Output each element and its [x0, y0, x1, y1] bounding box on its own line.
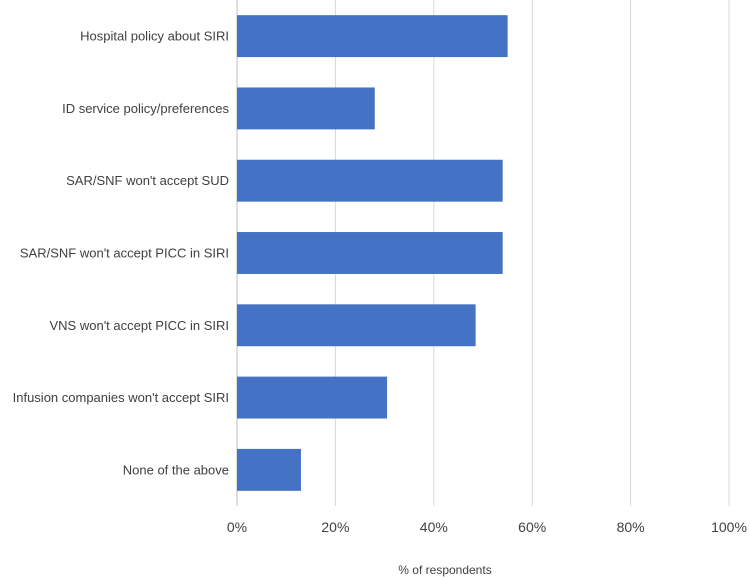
category-label: Hospital policy about SIRI — [80, 29, 229, 44]
x-tick-label: 40% — [420, 519, 448, 535]
category-label: ID service policy/preferences — [62, 101, 229, 116]
bar — [237, 304, 476, 347]
category-label: SAR/SNF won't accept SUD — [66, 173, 229, 188]
x-axis-title: % of respondents — [398, 563, 491, 577]
x-tick-label: 20% — [321, 519, 349, 535]
category-label: VNS won't accept PICC in SIRI — [50, 318, 230, 333]
x-tick-label: 100% — [711, 519, 747, 535]
x-tick-label: 60% — [518, 519, 546, 535]
bar — [237, 376, 388, 419]
bars — [237, 15, 508, 491]
x-tick-label: 80% — [617, 519, 645, 535]
category-label: Infusion companies won't accept SIRI — [13, 390, 229, 405]
bar — [237, 87, 375, 130]
category-labels: Hospital policy about SIRI ID service pol… — [13, 29, 230, 478]
bar — [237, 448, 301, 491]
bar — [237, 232, 503, 274]
bar — [237, 159, 503, 202]
bar — [237, 15, 508, 58]
x-tick-label: 0% — [227, 519, 247, 535]
x-tick-labels: 0% 20% 40% 60% 80% 100% — [227, 519, 747, 535]
category-label: None of the above — [123, 462, 229, 477]
category-label: SAR/SNF won't accept PICC in SIRI — [20, 246, 229, 261]
